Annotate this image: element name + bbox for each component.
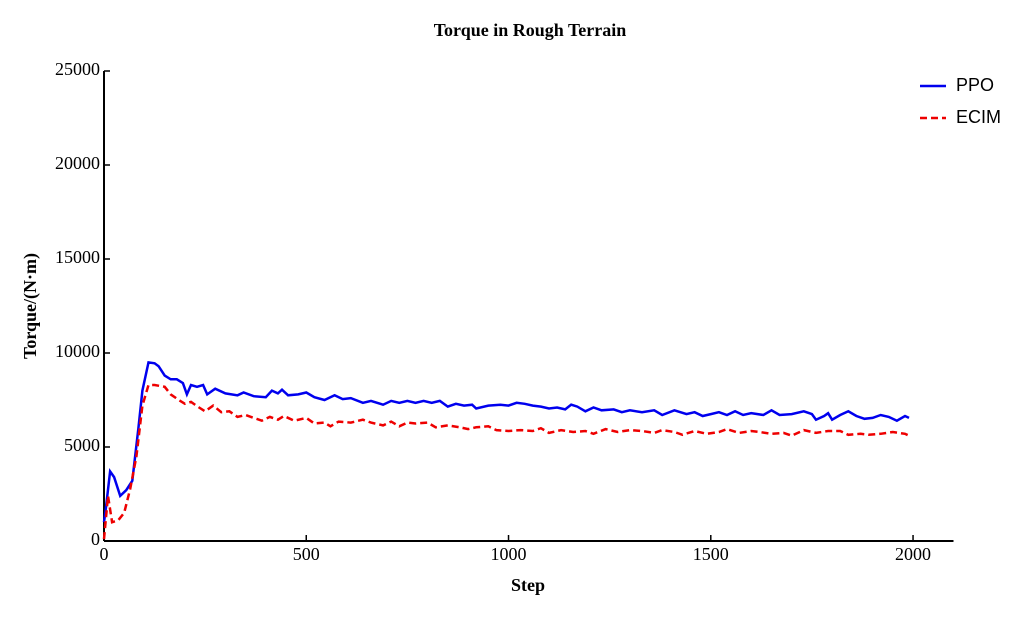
x-tick-label: 1500 xyxy=(693,544,729,564)
chart-title: Torque in Rough Terrain xyxy=(434,20,627,40)
y-axis-label: Torque/(N·m) xyxy=(20,253,41,359)
y-tick-label: 0 xyxy=(91,529,100,549)
y-tick-label: 5000 xyxy=(64,435,100,455)
y-tick-label: 20000 xyxy=(55,153,100,173)
x-axis-label: Step xyxy=(511,575,545,595)
x-tick-label: 500 xyxy=(293,544,320,564)
y-tick-label: 10000 xyxy=(55,341,100,361)
legend-label: ECIM xyxy=(956,107,1001,127)
legend-label: PPO xyxy=(956,75,994,95)
series-line xyxy=(102,360,910,523)
x-tick-label: 0 xyxy=(100,544,109,564)
y-tick-label: 15000 xyxy=(55,247,100,267)
y-tick-label: 25000 xyxy=(55,59,100,79)
series-line xyxy=(102,383,910,540)
x-tick-label: 1000 xyxy=(491,544,527,564)
x-tick-label: 2000 xyxy=(895,544,931,564)
